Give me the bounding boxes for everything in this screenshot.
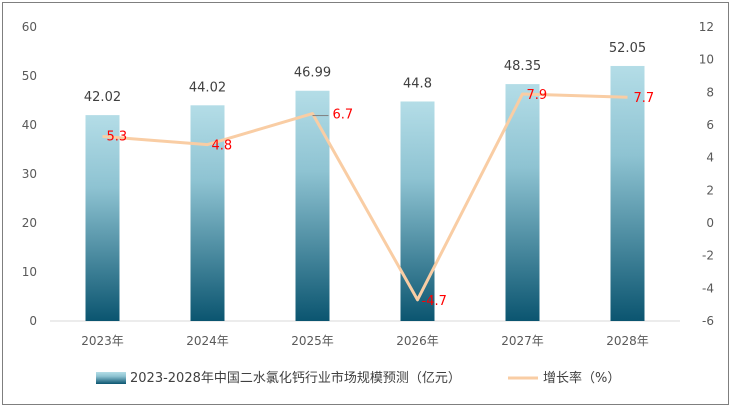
growth-line-path: [102, 92, 628, 302]
growth-rate-labels: 5.3 4.8 6.7 -4.7 7.9 7.7: [107, 88, 655, 309]
category-labels: 2023年 2024年 2025年 2026年 2027年 2028年: [81, 334, 649, 348]
bar: [295, 90, 330, 322]
category-label: 2028年: [606, 334, 649, 348]
legend-line-label: 增长率（%）: [543, 370, 620, 386]
growth-rate-label: 5.3: [107, 129, 128, 144]
bar: [505, 84, 540, 322]
category-label: 2023年: [81, 334, 124, 348]
growth-rate-label: -4.7: [422, 294, 447, 309]
category-label: 2027年: [501, 334, 544, 348]
right-tick-label: 10: [699, 53, 714, 67]
left-tick-label: 60: [22, 20, 37, 34]
left-tick-label: 10: [22, 265, 37, 279]
category-label: 2024年: [186, 334, 229, 348]
left-axis-ticks: 0 10 20 30 40 50 60: [22, 20, 37, 328]
bar-value-label: 42.02: [84, 90, 121, 105]
bar-value-label: 44.02: [189, 80, 226, 95]
category-label: 2025年: [291, 334, 334, 348]
chart-frame: [2, 2, 729, 405]
bar: [610, 65, 645, 321]
left-tick-label: 0: [29, 314, 37, 328]
right-tick-label: 2: [706, 183, 714, 197]
right-tick-label: 4: [706, 151, 714, 165]
legend-bar-label: 2023-2028年中国二水氯化钙行业市场规模预测（亿元）: [130, 370, 461, 386]
growth-rate-label: 4.8: [212, 139, 233, 154]
bar-value-label: 48.35: [504, 59, 541, 74]
right-tick-label: -4: [702, 281, 714, 295]
growth-rate-label: 7.9: [527, 88, 548, 103]
bar-value-labels: 42.02 44.02 46.99 44.8 48.35 52.05: [84, 41, 646, 105]
right-axis-ticks: -6 -4 -2 0 2 4 6 8 10 12: [699, 20, 714, 328]
bar-value-label: 46.99: [294, 66, 331, 81]
legend: 2023-2028年中国二水氯化钙行业市场规模预测（亿元） 增长率（%）: [96, 370, 620, 386]
bar-value-label: 52.05: [609, 41, 646, 56]
bar: [85, 115, 120, 322]
legend-bar-swatch: [96, 372, 126, 384]
bar-value-label: 44.8: [403, 76, 432, 91]
right-tick-label: -6: [702, 314, 714, 328]
category-label: 2026年: [396, 334, 439, 348]
left-tick-label: 20: [22, 216, 37, 230]
right-tick-label: 0: [706, 216, 714, 230]
right-tick-label: 6: [706, 118, 714, 132]
growth-rate-label: 6.7: [333, 108, 354, 123]
left-tick-label: 30: [22, 167, 37, 181]
right-tick-label: -2: [702, 249, 714, 263]
left-tick-label: 50: [22, 69, 37, 83]
left-tick-label: 40: [22, 118, 37, 132]
bars: [85, 65, 645, 322]
bar: [400, 101, 435, 321]
right-tick-label: 12: [699, 20, 714, 34]
right-tick-label: 8: [706, 85, 714, 99]
growth-rate-label: 7.7: [634, 91, 655, 106]
growth-line: [102, 92, 628, 302]
